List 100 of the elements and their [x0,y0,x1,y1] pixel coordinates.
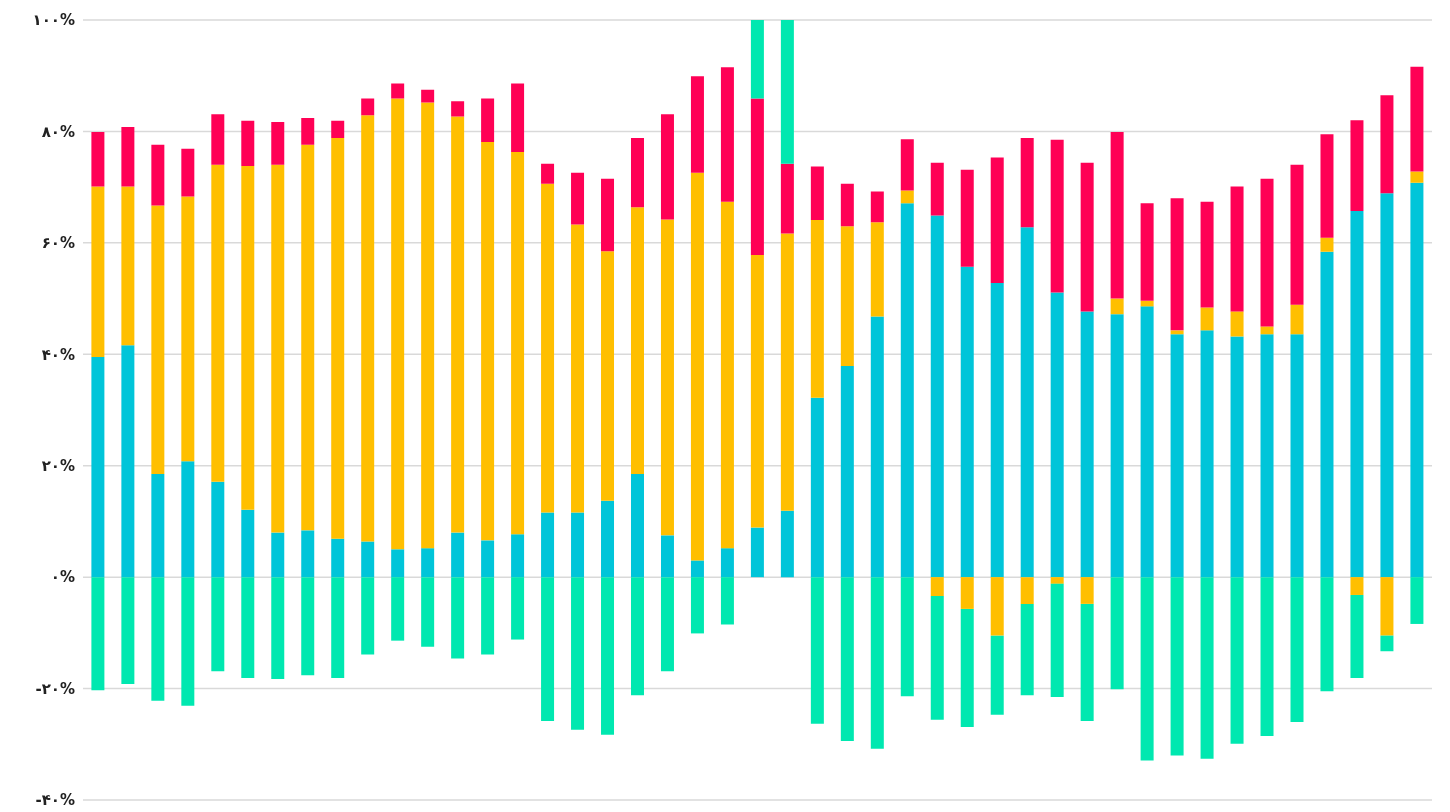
y-tick-label: ۱۰۰% [32,11,75,30]
bar [481,98,495,143]
bar [960,608,974,728]
bar [750,98,764,256]
bar [571,172,585,225]
bar [1170,577,1184,756]
bar [121,345,135,578]
bar [1020,138,1034,228]
bar [1110,298,1124,315]
bar [151,205,165,475]
bar [1170,198,1184,331]
bar [660,114,674,220]
bar [451,577,465,659]
bar [601,251,615,501]
bar [1050,139,1064,293]
bar [1140,300,1154,307]
bar [481,577,495,655]
bar [181,461,195,578]
bar [1020,577,1034,604]
bar [151,474,165,578]
bar [810,577,824,724]
bar [1080,311,1094,578]
bar [1080,162,1094,312]
bar [1230,311,1244,337]
bar [660,219,674,536]
bar [271,532,285,578]
bar [211,481,225,578]
bar [1350,577,1364,595]
bar [151,144,165,206]
bar [271,164,285,533]
bar [601,577,615,735]
bar [900,139,914,191]
bar [1260,577,1274,736]
y-tick-label: ۰% [50,568,75,587]
bar [511,152,525,535]
bar [211,114,225,165]
bar [511,577,525,640]
bar [121,577,135,685]
bar [720,201,734,549]
bar [1290,577,1304,722]
y-tick-label: ۶۰% [41,234,75,253]
bar [1320,134,1334,238]
bar [421,89,435,103]
bar [900,577,914,697]
bar [1290,334,1304,578]
bar [181,148,195,197]
bar [930,162,944,216]
y-tick-label: -۲۰% [35,679,75,698]
bar [1320,577,1334,692]
bar [601,500,615,578]
bar [91,131,105,187]
bar [1140,306,1154,578]
bar [421,548,435,578]
bar [331,138,345,539]
bar [720,67,734,202]
bar [1380,193,1394,578]
bar [1320,237,1334,252]
bar [840,577,854,741]
bar [1080,603,1094,721]
bar [1290,304,1304,335]
bar [690,560,704,578]
bar [361,115,375,542]
bar [91,577,105,691]
bar [840,365,854,578]
bar [780,510,794,578]
bar [1050,583,1064,697]
bar [660,535,674,578]
bar [1380,577,1394,636]
bar [750,255,764,528]
bar [1140,577,1154,761]
bar [601,178,615,252]
bar [91,357,105,578]
bar [541,163,555,184]
bar [750,20,764,99]
bar [361,98,375,116]
bar [121,186,135,346]
bar [451,116,465,533]
bar [301,144,315,531]
bar [481,142,495,541]
bar [541,183,555,513]
bar [331,577,345,678]
bar [780,233,794,511]
bar [1320,251,1334,578]
bar [750,527,764,578]
bar [421,577,435,647]
bar [900,190,914,204]
bar [541,512,555,578]
bar [151,577,165,701]
bar [211,164,225,482]
bar [391,83,405,99]
bar [1140,203,1154,301]
bar [870,577,884,749]
bar [1200,577,1214,759]
bar [1200,307,1214,331]
bar [481,540,495,578]
bar [690,76,704,173]
bar [870,222,884,317]
bar [391,549,405,578]
bar [451,532,465,578]
bar [1110,314,1124,578]
